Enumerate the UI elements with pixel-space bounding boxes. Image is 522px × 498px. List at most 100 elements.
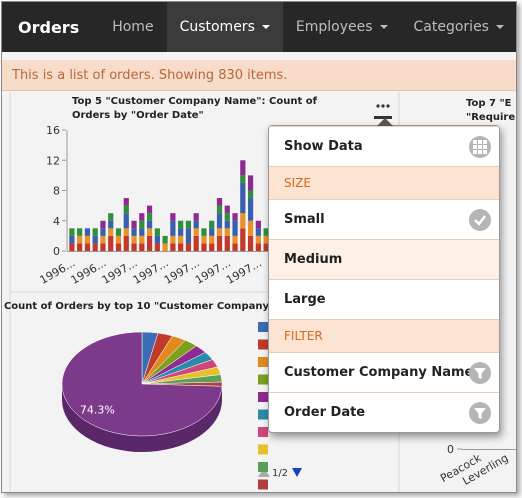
bar-segment bbox=[216, 213, 223, 229]
chart-title: Top 7 "E bbox=[466, 98, 512, 109]
bar-segment bbox=[154, 235, 160, 244]
bar-segment bbox=[193, 228, 199, 236]
bar-segment bbox=[84, 243, 91, 251]
bar-segment bbox=[224, 228, 230, 236]
menu-header: FILTER bbox=[269, 319, 499, 352]
menu-icon[interactable] bbox=[469, 361, 491, 384]
nav-item[interactable]: Categories bbox=[401, 2, 516, 52]
bar-segment bbox=[185, 220, 192, 229]
bar-segment bbox=[100, 235, 106, 244]
bar-segment bbox=[108, 235, 114, 251]
menu-item[interactable]: Small bbox=[269, 199, 499, 239]
menu-item[interactable]: Medium bbox=[269, 239, 499, 279]
bar-segment bbox=[216, 235, 223, 251]
bar-segment bbox=[123, 213, 129, 229]
bar-segment bbox=[100, 228, 106, 236]
bar-segment bbox=[247, 235, 254, 251]
pager-label: 1/2 bbox=[272, 468, 288, 479]
bar-segment bbox=[139, 243, 145, 251]
y-tick-label: 8 bbox=[53, 185, 60, 198]
bar-segment bbox=[263, 243, 269, 251]
bar-segment bbox=[232, 220, 238, 236]
screenshot: Top 5 "Customer Company Name": Count of … bbox=[1, 1, 517, 493]
bar-segment bbox=[146, 228, 153, 236]
nav-label: Categories bbox=[413, 19, 489, 35]
bar-segment bbox=[139, 235, 145, 244]
chart-title: "Require bbox=[466, 112, 515, 123]
y-tick-label: 16 bbox=[46, 124, 60, 137]
bar-segment bbox=[69, 243, 75, 251]
pager[interactable]: 1/2 bbox=[258, 468, 302, 479]
caret bbox=[379, 25, 388, 29]
bar-segment bbox=[209, 243, 215, 251]
bar-segment bbox=[108, 220, 114, 229]
bar-segment bbox=[170, 235, 176, 244]
menu-icon[interactable] bbox=[469, 208, 491, 231]
legend-swatch bbox=[258, 322, 268, 332]
info-bar: This is a list of orders. Showing 830 it… bbox=[2, 60, 516, 91]
bar-segment bbox=[178, 243, 184, 251]
bar-segment bbox=[209, 228, 215, 236]
bar-segment bbox=[232, 243, 238, 251]
bar-segment bbox=[185, 243, 192, 251]
bar-segment bbox=[84, 235, 91, 244]
nav-label: Home bbox=[112, 19, 154, 35]
bar-segment bbox=[115, 235, 122, 244]
bar-segment bbox=[131, 243, 137, 251]
menu-item[interactable]: Order Date bbox=[269, 392, 499, 432]
data-label: 74.3% bbox=[80, 404, 115, 417]
menu-item[interactable]: Customer Company Name bbox=[269, 352, 499, 392]
bar-segment bbox=[84, 228, 91, 236]
bar-segment bbox=[77, 243, 83, 251]
bar-segment bbox=[240, 160, 246, 176]
chart-title: Orders by "Order Date" bbox=[72, 110, 204, 121]
nav-item[interactable]: Customers bbox=[166, 2, 283, 52]
bar-segment bbox=[240, 182, 246, 214]
bar-segment bbox=[216, 228, 223, 236]
bar-segment bbox=[178, 220, 184, 229]
menu-header: SIZE bbox=[269, 166, 499, 199]
bar-segment bbox=[240, 228, 246, 251]
bar-segment bbox=[232, 235, 238, 244]
context-menu: Show Data SIZE Small Medium Large FILTER Custo… bbox=[268, 118, 500, 433]
bar-segment bbox=[247, 175, 254, 191]
bar-segment bbox=[209, 220, 215, 229]
legend-swatch bbox=[258, 392, 268, 402]
menu-icon[interactable] bbox=[469, 135, 491, 158]
menu-item[interactable]: Show Data bbox=[269, 126, 499, 166]
nav-item[interactable]: Home bbox=[99, 2, 166, 52]
bar-segment bbox=[263, 228, 269, 236]
caret bbox=[495, 25, 504, 29]
bar-segment bbox=[77, 235, 83, 244]
pager-next[interactable] bbox=[292, 468, 302, 477]
menu-item[interactable]: Large bbox=[269, 279, 499, 319]
bar-segment bbox=[224, 220, 230, 229]
bar-segment bbox=[170, 243, 176, 251]
bar-segment bbox=[108, 213, 114, 221]
brand[interactable]: Orders bbox=[18, 17, 80, 37]
bar-segment bbox=[123, 235, 129, 251]
legend-swatch bbox=[258, 462, 268, 472]
bar-segment bbox=[69, 235, 75, 244]
bar-segment bbox=[154, 243, 160, 251]
bar-segment bbox=[162, 243, 168, 251]
menu-label: Customer Company Name bbox=[284, 365, 474, 380]
bar-segment bbox=[162, 235, 168, 244]
bar-segment bbox=[232, 213, 238, 221]
y-tick-label: 0 bbox=[53, 245, 60, 258]
bar-segment bbox=[123, 205, 129, 214]
menu-icon[interactable] bbox=[469, 401, 491, 424]
legend-swatch bbox=[258, 374, 268, 385]
more-button[interactable] bbox=[374, 104, 392, 119]
bar-segment bbox=[115, 243, 122, 251]
bar-segment bbox=[92, 228, 98, 236]
bar-segment bbox=[240, 175, 246, 183]
nav-item[interactable]: Employees bbox=[283, 2, 401, 52]
pager-prev[interactable] bbox=[258, 468, 270, 477]
bar-segment bbox=[178, 235, 184, 244]
chart-title: Count of Orders by top 10 "Customer Comp… bbox=[4, 301, 310, 312]
bar-segment bbox=[240, 213, 246, 229]
chart-title: Top 5 "Customer Company Name": Count of bbox=[72, 96, 318, 107]
bar-segment bbox=[216, 198, 223, 206]
bar-segment bbox=[108, 228, 114, 236]
